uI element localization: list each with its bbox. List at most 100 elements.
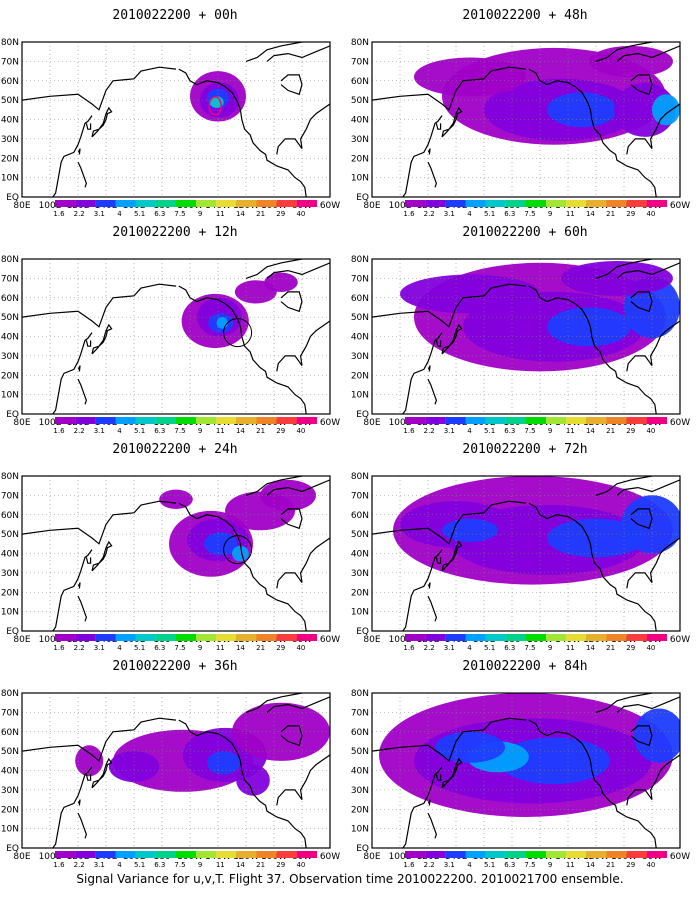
colorbar-swatch [525,417,547,424]
colorbar-level-label: 21 [606,644,615,652]
colorbar-level-label: 29 [276,861,285,869]
variance-shading [181,272,298,349]
colorbar-level-label: 3.1 [94,427,105,435]
colorbar-swatch [405,851,426,858]
lat-tick-label: 40N [1,767,19,777]
lat-tick-label: EQ [6,410,19,420]
colorbar: 1.6 2.2 3.1 4 5.1 6.3 7.5 9 11 14 21 29 40 [403,417,667,435]
coastlines [372,476,680,631]
colorbar-swatch [216,634,237,641]
variance-area [75,745,104,777]
colorbar-level-label: 5.1 [134,861,145,869]
colorbar-level-label: 2.2 [424,210,435,218]
variance-area [633,708,680,763]
lat-tick-label: 20N [351,805,369,815]
coastlines [372,693,680,848]
colorbar-swatch [606,417,627,424]
lat-tick-label: 40N [1,116,19,126]
lon-tick-label: 80E [363,852,380,862]
colorbar-level-label: 14 [586,210,595,218]
lat-tick-label: 30N [351,786,369,796]
colorbar-swatch [505,851,526,858]
colorbar-level-label: 4 [117,427,122,435]
map-frame [21,41,331,198]
map-panel: 80N70N60N50N40N30N20N10NEQ80E100E120E140… [0,434,350,659]
colorbar-level-label: 6.3 [154,861,165,869]
colorbar: 1.6 2.2 3.1 4 5.1 6.3 7.5 9 11 14 21 29 40 [53,200,317,218]
colorbar-swatch [256,200,277,207]
colorbar-swatch [586,417,607,424]
colorbar-level-label: 40 [646,427,655,435]
map-panel: 80N70N60N50N40N30N20N10NEQ80E100E120E140… [0,217,350,442]
colorbar-swatch [296,200,317,207]
colorbar-level-label: 5.1 [134,210,145,218]
colorbar-swatch [586,851,607,858]
colorbar-swatch [546,634,567,641]
lat-tick-label: EQ [6,844,19,854]
colorbar-level-label: 3.1 [444,427,455,435]
colorbar-level-label: 7.5 [524,210,535,218]
lat-tick-label: 10N [1,391,19,401]
colorbar-swatch [196,200,217,207]
colorbar-swatch [75,851,96,858]
colorbar-swatch [135,417,156,424]
colorbar-swatch [445,851,466,858]
colorbar-level-label: 2.2 [74,427,85,435]
map-plot: 80N70N60N50N40N30N20N10NEQ80E100E120E140… [351,38,690,218]
grid-lines [372,476,680,631]
map-plot: 80N70N60N50N40N30N20N10NEQ80E100E120E140… [351,472,690,652]
colorbar-level-label: 4 [467,427,472,435]
colorbar-swatch [276,634,297,641]
grid-lines [22,42,330,197]
map-plot: 80N70N60N50N40N30N20N10NEQ80E100E120E140… [1,255,340,435]
colorbar-level-label: 4 [467,644,472,652]
colorbar-level-label: 1.6 [53,861,65,869]
lat-tick-label: 10N [1,174,19,184]
colorbar-swatch [216,851,237,858]
variance-area [232,702,330,761]
grid-lines [22,259,330,414]
colorbar-swatch [606,200,627,207]
grid-lines [22,693,330,848]
colorbar-level-label: 1.6 [403,644,415,652]
colorbar-swatch [135,200,156,207]
colorbar-swatch [646,200,667,207]
lat-tick-label: 40N [351,333,369,343]
lat-tick-label: 60N [351,728,369,738]
lon-tick-label: 60W [670,201,690,211]
colorbar-swatch [196,634,217,641]
colorbar-level-label: 11 [566,427,575,435]
colorbar: 1.6 2.2 3.1 4 5.1 6.3 7.5 9 11 14 21 29 40 [403,851,667,869]
lat-tick-label: 10N [351,391,369,401]
lat-tick-label: 70N [1,274,19,284]
lon-tick-label: 60W [670,635,690,645]
colorbar-level-label: 40 [296,210,305,218]
lat-tick-label: 70N [1,708,19,718]
panel-title: 2010022200 + 72h [462,442,588,457]
colorbar-level-label: 3.1 [94,644,105,652]
lat-tick-label: 60N [1,294,19,304]
colorbar-level-label: 29 [276,427,285,435]
colorbar-level-label: 3.1 [94,210,105,218]
variance-area [414,57,526,97]
colorbar-swatch [135,851,156,858]
colorbar-level-label: 2.2 [74,861,85,869]
map-panel: 80N70N60N50N40N30N20N10NEQ80E100E120E140… [350,434,700,659]
colorbar-swatch [135,634,156,641]
colorbar-swatch [236,417,257,424]
colorbar-swatch [196,417,217,424]
colorbar-level-label: 6.3 [154,210,165,218]
colorbar-level-label: 29 [276,210,285,218]
colorbar-swatch [546,417,567,424]
colorbar-level-label: 1.6 [403,861,415,869]
colorbar-swatch [465,851,486,858]
colorbar: 1.6 2.2 3.1 4 5.1 6.3 7.5 9 11 14 21 29 40 [403,634,667,652]
lat-tick-label: 80N [1,255,19,265]
colorbar-swatch [425,634,446,641]
lon-tick-label: 100E [39,635,62,645]
colorbar-swatch [425,417,446,424]
variance-area [260,479,316,511]
lat-tick-label: 10N [1,608,19,618]
variance-area [159,489,193,509]
lat-tick-label: 10N [351,174,369,184]
